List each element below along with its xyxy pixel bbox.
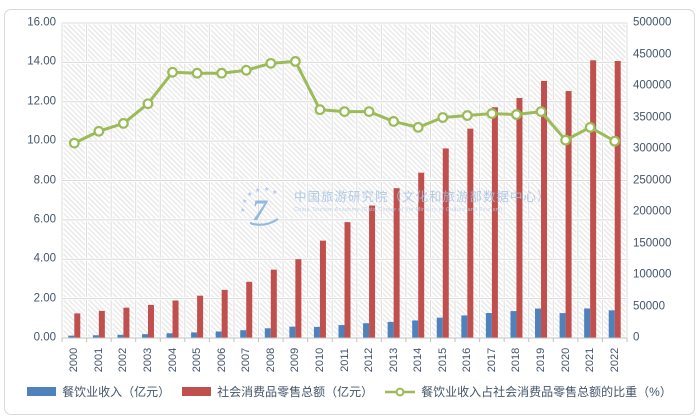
year-tick-label: 2014 xyxy=(412,347,425,373)
year-tick-label: 2009 xyxy=(289,347,302,373)
red-bar-swatch-icon xyxy=(182,387,212,396)
right-axis-tick: 100000 xyxy=(633,268,672,281)
year-tick-label: 2013 xyxy=(387,347,400,373)
year-tick-label: 2005 xyxy=(191,347,204,373)
right-axis-tick: 250000 xyxy=(633,173,672,186)
right-axis-tick: 0 xyxy=(633,331,640,344)
year-tick-label: 2020 xyxy=(559,347,572,373)
year-tick-label: 2004 xyxy=(166,347,179,373)
plot-canvas xyxy=(60,21,629,342)
legend-label: 餐饮业收入（亿元） xyxy=(62,385,171,399)
year-tick-label: 2016 xyxy=(461,347,474,373)
year-tick-label: 2010 xyxy=(313,347,326,373)
legend-label: 餐饮业收入占社会消费品零售总额的比重（%） xyxy=(421,385,672,399)
left-axis-tick: 0.00 xyxy=(33,331,56,344)
year-tick-label: 2001 xyxy=(92,347,105,373)
green-line-swatch-icon xyxy=(385,387,416,396)
left-axis-tick: 16.00 xyxy=(27,16,56,29)
year-tick-label: 2017 xyxy=(485,347,498,373)
right-axis-tick: 150000 xyxy=(633,236,672,249)
legend-item-restaurant-income: 餐饮业收入（亿元） xyxy=(27,383,170,400)
blue-bar-swatch-icon xyxy=(27,387,57,396)
right-axis-tick: 200000 xyxy=(633,205,672,218)
legend-label: 社会消费品零售总额（亿元） xyxy=(217,385,374,399)
right-axis-tick: 300000 xyxy=(633,142,672,155)
chart-legend: 餐饮业收入（亿元） 社会消费品零售总额（亿元） 餐饮业收入占社会消费品零售总额的… xyxy=(0,383,699,400)
year-tick-label: 2000 xyxy=(68,347,81,373)
left-axis-tick: 6.00 xyxy=(33,213,56,226)
left-axis-tick: 4.00 xyxy=(33,252,56,265)
year-tick-label: 2006 xyxy=(215,347,228,373)
year-tick-label: 2018 xyxy=(510,347,523,373)
year-tick-label: 2003 xyxy=(141,347,154,373)
left-axis-tick: 10.00 xyxy=(27,134,56,147)
left-axis-tick: 12.00 xyxy=(27,95,56,107)
right-axis-tick: 50000 xyxy=(633,299,665,312)
right-axis-tick: 400000 xyxy=(633,79,672,92)
left-axis-tick: 2.00 xyxy=(33,291,56,304)
year-tick-label: 2019 xyxy=(535,347,548,373)
year-tick-label: 2002 xyxy=(117,347,130,373)
right-axis-tick: 450000 xyxy=(633,47,672,60)
year-tick-label: 2011 xyxy=(338,348,351,372)
year-tick-label: 2022 xyxy=(608,347,621,373)
right-axis-tick: 500000 xyxy=(633,16,672,29)
year-tick-label: 2007 xyxy=(240,347,253,373)
left-axis-tick: 8.00 xyxy=(33,173,56,186)
year-tick-label: 2015 xyxy=(436,347,449,373)
left-axis-tick: 14.00 xyxy=(27,55,56,68)
legend-item-ratio: 餐饮业收入占社会消费品零售总额的比重（%） xyxy=(385,383,672,400)
year-tick-label: 2008 xyxy=(264,347,277,373)
right-axis-tick: 350000 xyxy=(633,110,672,123)
year-tick-label: 2012 xyxy=(363,347,376,373)
legend-item-retail-total: 社会消费品零售总额（亿元） xyxy=(182,383,373,400)
year-tick-label: 2021 xyxy=(584,347,597,373)
